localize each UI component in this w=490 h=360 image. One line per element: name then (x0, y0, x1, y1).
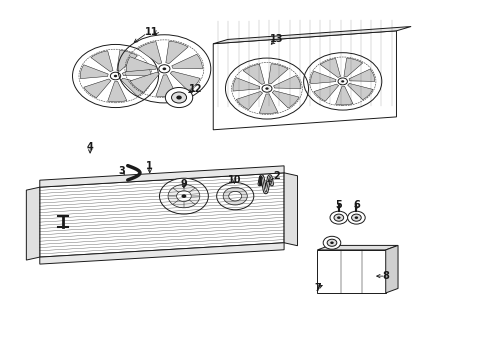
Polygon shape (347, 84, 373, 100)
Polygon shape (117, 50, 138, 71)
Circle shape (217, 183, 254, 210)
Circle shape (176, 95, 182, 99)
Polygon shape (243, 64, 265, 85)
Polygon shape (130, 72, 160, 92)
Text: 4: 4 (87, 142, 94, 152)
Text: 9: 9 (180, 179, 187, 189)
Circle shape (327, 239, 337, 246)
Polygon shape (272, 91, 299, 108)
Circle shape (355, 216, 358, 219)
Polygon shape (126, 57, 156, 72)
Circle shape (323, 236, 341, 249)
Text: 6: 6 (353, 200, 360, 210)
Polygon shape (336, 86, 353, 105)
Circle shape (159, 178, 208, 214)
Polygon shape (40, 243, 284, 264)
Polygon shape (314, 84, 339, 101)
Polygon shape (311, 71, 336, 84)
Text: 8: 8 (382, 271, 389, 281)
Polygon shape (349, 69, 375, 81)
Polygon shape (269, 64, 288, 84)
Circle shape (223, 187, 247, 205)
Circle shape (229, 192, 242, 201)
Circle shape (165, 87, 193, 108)
Circle shape (347, 211, 365, 224)
Polygon shape (108, 81, 127, 102)
Circle shape (262, 85, 272, 92)
Text: 5: 5 (336, 200, 342, 210)
Polygon shape (386, 246, 398, 293)
Polygon shape (40, 166, 284, 187)
Polygon shape (320, 58, 341, 77)
Polygon shape (233, 78, 260, 91)
Text: 1: 1 (147, 161, 153, 171)
Polygon shape (80, 65, 108, 78)
Polygon shape (91, 51, 113, 72)
Polygon shape (26, 187, 40, 260)
Circle shape (110, 72, 121, 80)
Polygon shape (344, 58, 363, 77)
Circle shape (341, 80, 344, 82)
Circle shape (181, 194, 186, 198)
Circle shape (330, 211, 347, 224)
Text: 13: 13 (270, 35, 284, 44)
Circle shape (172, 92, 187, 103)
Polygon shape (166, 41, 188, 64)
Polygon shape (172, 54, 202, 69)
Circle shape (176, 191, 191, 202)
Circle shape (330, 242, 334, 244)
Polygon shape (213, 31, 396, 130)
Polygon shape (259, 94, 278, 113)
Circle shape (163, 67, 166, 70)
Polygon shape (121, 78, 148, 96)
Polygon shape (273, 76, 301, 89)
Text: 2: 2 (273, 171, 280, 181)
Text: 7: 7 (314, 283, 320, 293)
Text: 10: 10 (227, 175, 241, 185)
Text: 3: 3 (119, 166, 125, 176)
Circle shape (159, 65, 170, 73)
Polygon shape (236, 91, 263, 109)
Polygon shape (138, 42, 162, 64)
Polygon shape (213, 27, 411, 44)
Polygon shape (122, 63, 151, 76)
Circle shape (337, 216, 341, 219)
Circle shape (168, 184, 200, 208)
Polygon shape (40, 173, 284, 257)
Circle shape (334, 214, 343, 221)
Circle shape (265, 87, 269, 90)
Polygon shape (156, 75, 176, 97)
Circle shape (114, 75, 117, 77)
Polygon shape (84, 79, 111, 98)
Polygon shape (170, 71, 200, 91)
Text: 12: 12 (190, 84, 203, 94)
Circle shape (338, 78, 347, 85)
Polygon shape (318, 246, 398, 250)
Text: 11: 11 (146, 27, 159, 37)
Polygon shape (318, 250, 386, 293)
Polygon shape (284, 173, 297, 246)
Circle shape (351, 214, 361, 221)
